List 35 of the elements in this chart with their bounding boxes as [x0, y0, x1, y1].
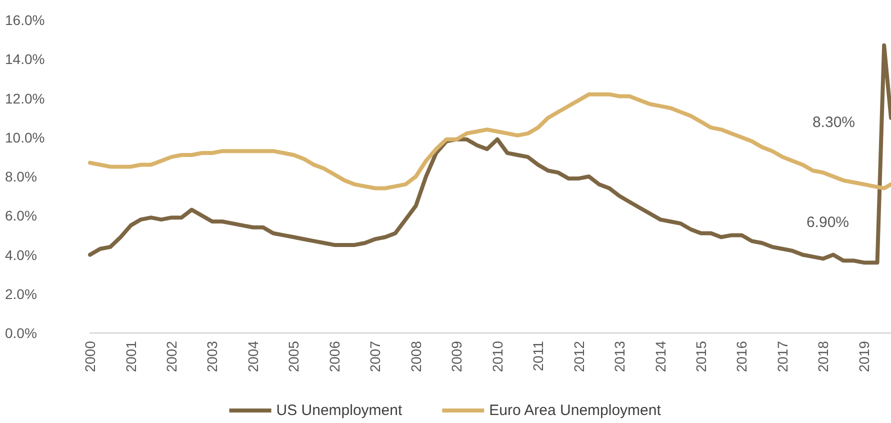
x-tick-label: 2008 [408, 340, 424, 372]
x-tick-label: 2014 [652, 340, 668, 372]
legend-label: Euro Area Unemployment [489, 402, 662, 419]
y-tick-label: 12.0% [5, 90, 45, 106]
x-tick-label: 2005 [286, 340, 302, 372]
x-tick-label: 2002 [164, 340, 180, 372]
line-series [88, 43, 891, 265]
x-tick-label: 2017 [774, 340, 790, 372]
x-tick-label: 2007 [367, 340, 384, 372]
y-tick-label: 0.0% [5, 325, 37, 341]
x-tick-label: 2006 [326, 340, 342, 372]
y-tick-label: 16.0% [5, 12, 45, 28]
y-tick-label: 4.0% [5, 246, 37, 263]
x-tick-label: 2015 [692, 340, 709, 372]
x-tick-label: 2000 [82, 340, 98, 372]
y-tick-label: 10.0% [5, 129, 45, 146]
x-tick-label: 2012 [570, 340, 587, 372]
annotation: 8.30% [812, 114, 856, 131]
legend-label: US Unemployment [276, 402, 403, 419]
x-tick-label: 2003 [204, 340, 220, 372]
x-tick-label: 2013 [612, 340, 628, 372]
y-tick-label: 2.0% [5, 286, 37, 302]
x-tick-label: 2009 [448, 340, 465, 372]
y-tick-label: 6.0% [5, 208, 37, 224]
x-tick-label: 2018 [815, 340, 832, 372]
x-tick-label: 2019 [856, 340, 872, 372]
y-tick-label: 14.0% [5, 51, 45, 68]
x-tick-label: 2004 [244, 340, 261, 372]
line-series [88, 92, 891, 190]
x-tick-label: 2016 [734, 340, 750, 372]
x-tick-label: 2011 [530, 340, 546, 372]
annotation: 6.90% [806, 214, 850, 231]
y-tick-label: 8.0% [5, 168, 37, 184]
x-tick-label: 2001 [122, 340, 139, 372]
x-tick-label: 2010 [489, 340, 506, 372]
